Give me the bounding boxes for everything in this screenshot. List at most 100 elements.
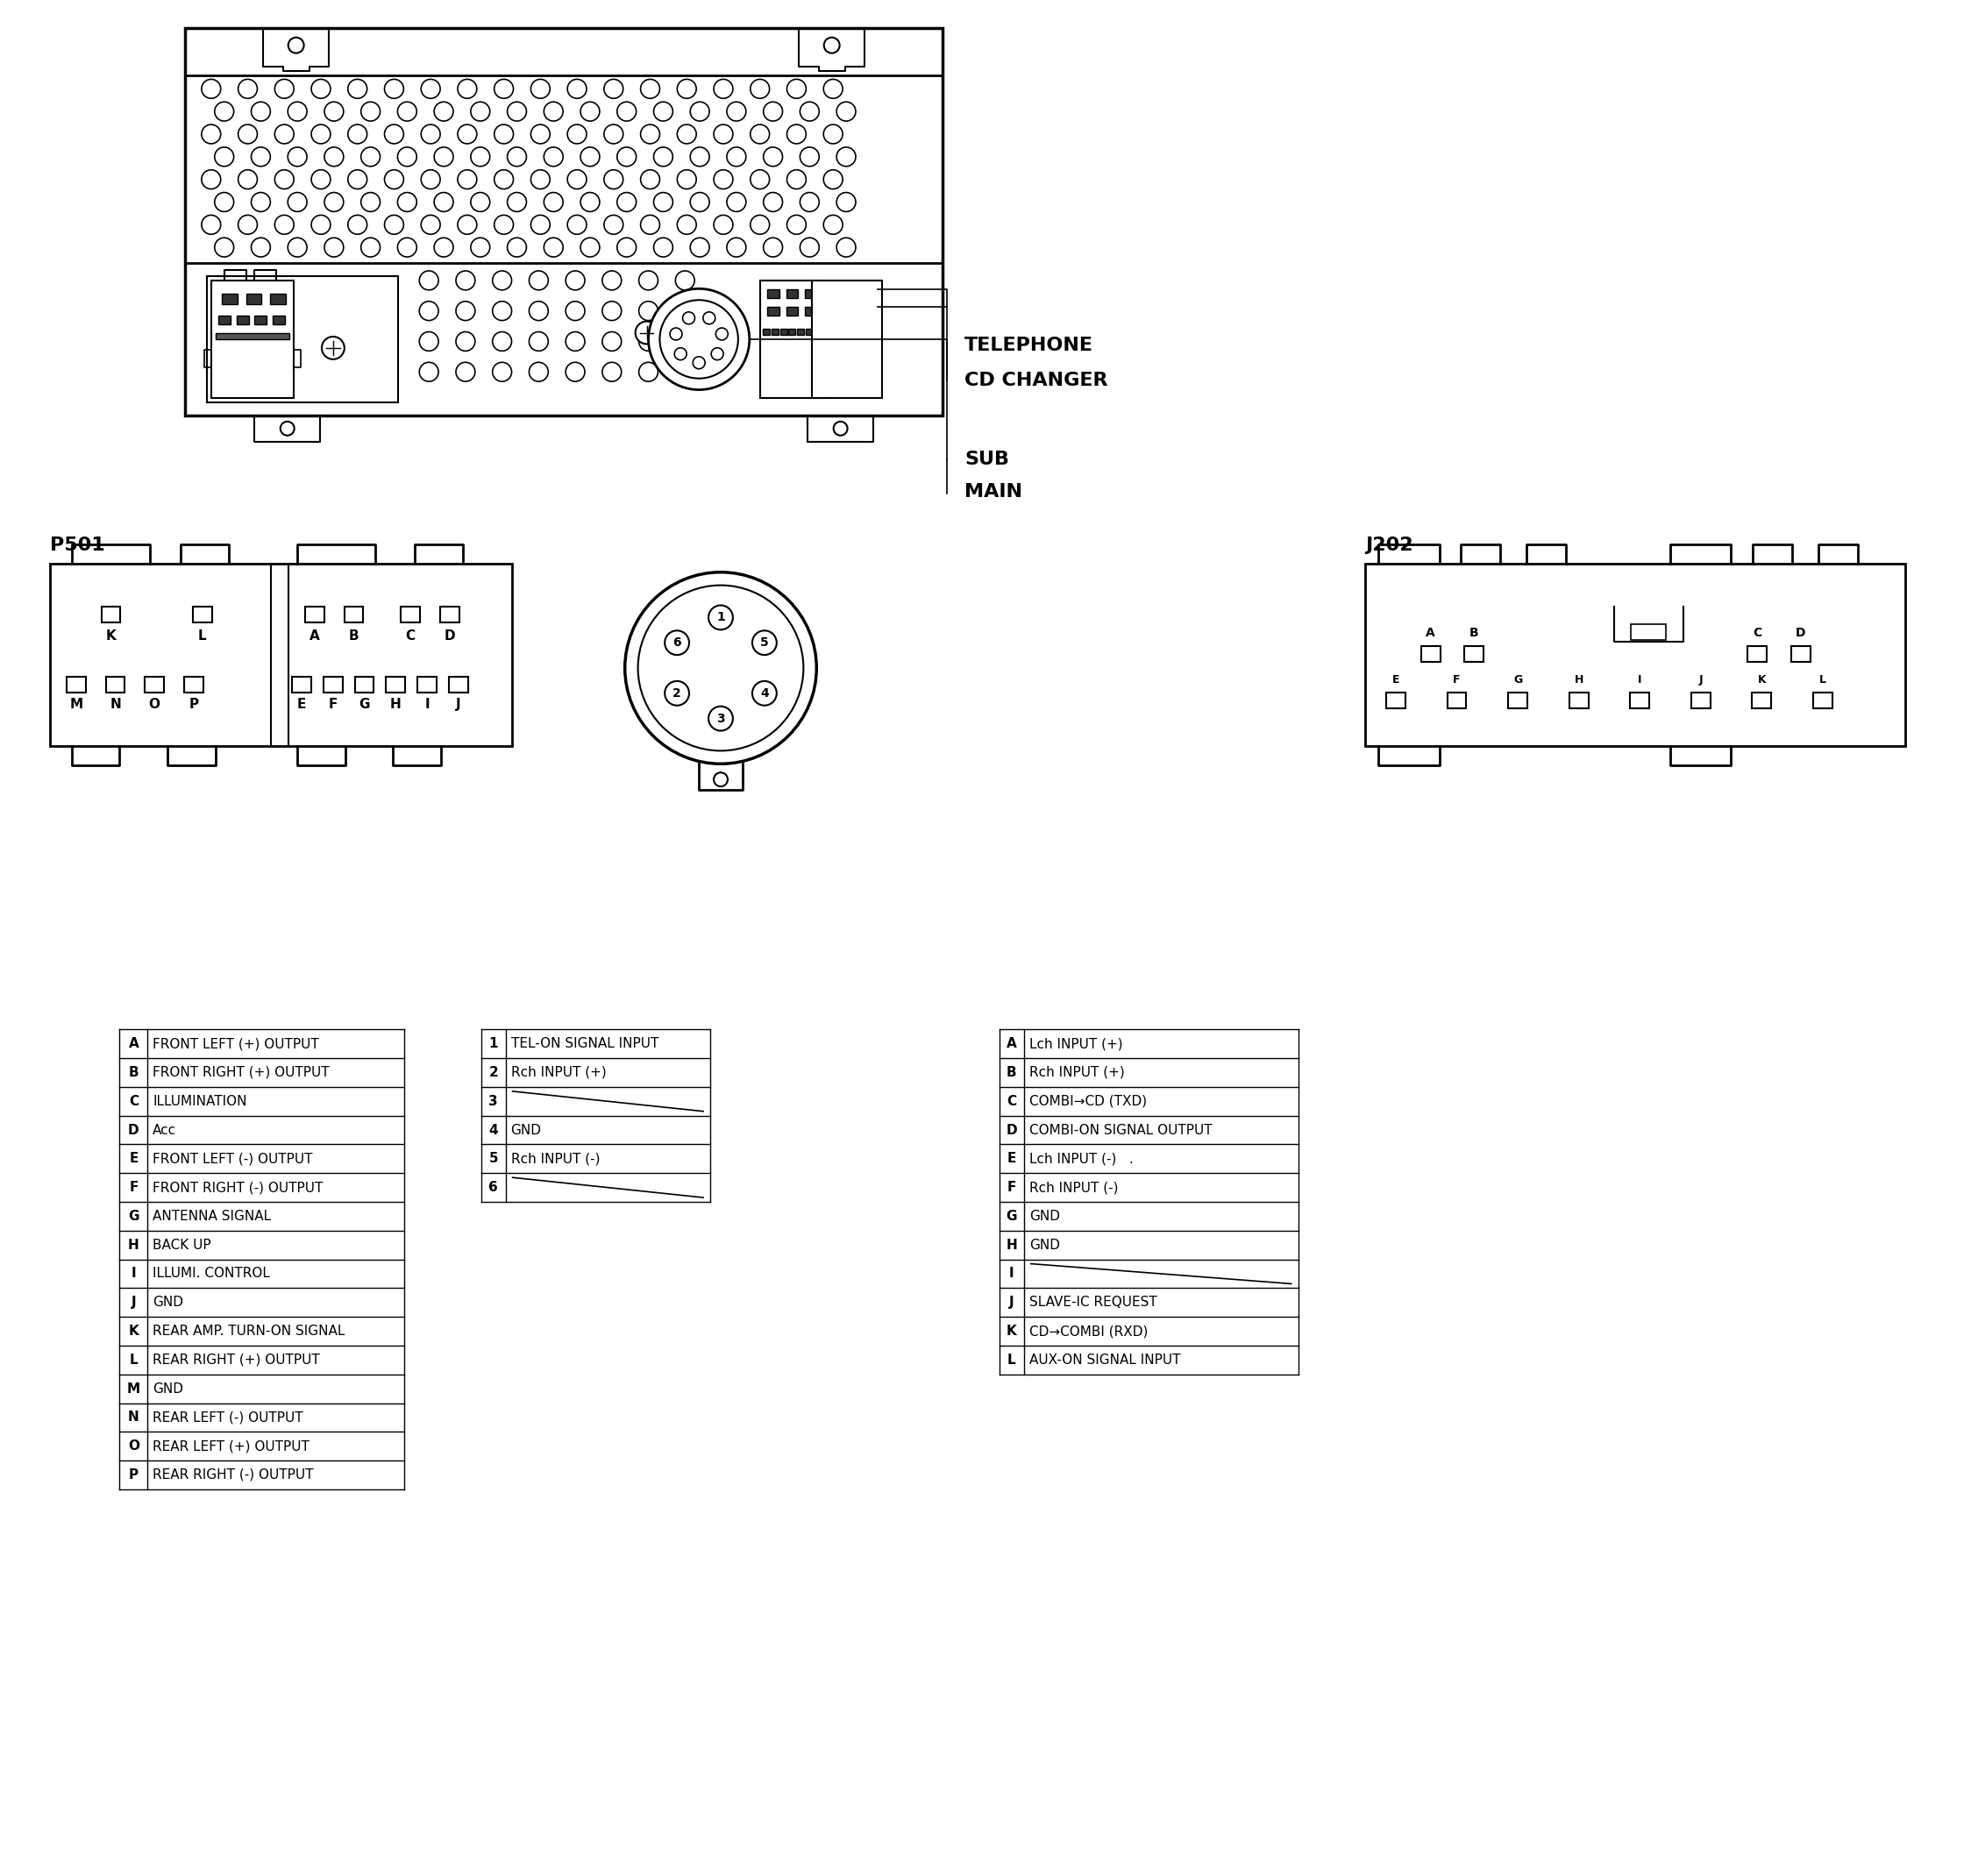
Circle shape — [433, 193, 453, 212]
Circle shape — [494, 79, 514, 98]
Bar — [222, 293, 237, 304]
Circle shape — [825, 317, 870, 362]
Circle shape — [799, 146, 819, 167]
Bar — [815, 328, 821, 336]
Circle shape — [787, 171, 807, 189]
Bar — [1387, 692, 1406, 707]
Text: B: B — [1470, 627, 1480, 640]
Bar — [1691, 692, 1711, 707]
Text: D: D — [1796, 627, 1806, 640]
Text: O: O — [148, 698, 160, 711]
Circle shape — [823, 171, 843, 189]
Circle shape — [750, 171, 769, 189]
Bar — [813, 280, 882, 398]
Bar — [271, 293, 287, 304]
Circle shape — [360, 101, 380, 122]
Text: I: I — [131, 1266, 136, 1279]
Circle shape — [566, 302, 585, 321]
Circle shape — [348, 171, 368, 189]
Text: 2: 2 — [673, 687, 680, 700]
Circle shape — [455, 362, 475, 381]
Text: REAR LEFT (-) OUTPUT: REAR LEFT (-) OUTPUT — [152, 1411, 303, 1424]
Text: 3: 3 — [716, 713, 724, 724]
Text: G: G — [129, 1210, 138, 1223]
Text: TEL-ON SIGNAL INPUT: TEL-ON SIGNAL INPUT — [510, 1037, 659, 1051]
Bar — [1814, 692, 1832, 707]
Circle shape — [528, 362, 548, 381]
Circle shape — [692, 356, 704, 370]
Circle shape — [601, 362, 621, 381]
Circle shape — [202, 216, 222, 234]
Circle shape — [674, 270, 694, 291]
Circle shape — [275, 124, 295, 144]
Circle shape — [493, 362, 512, 381]
Circle shape — [324, 101, 344, 122]
Circle shape — [348, 216, 368, 234]
Text: COMBI→CD (TXD): COMBI→CD (TXD) — [1029, 1096, 1147, 1109]
Text: Lch INPUT (+): Lch INPUT (+) — [1029, 1037, 1124, 1051]
Circle shape — [275, 171, 295, 189]
Text: A: A — [1007, 1037, 1017, 1051]
Circle shape — [398, 193, 417, 212]
Circle shape — [311, 79, 330, 98]
Text: H: H — [1007, 1238, 1017, 1251]
Circle shape — [639, 270, 659, 291]
Bar — [1753, 692, 1770, 707]
Circle shape — [603, 216, 623, 234]
Circle shape — [750, 79, 769, 98]
Circle shape — [421, 216, 441, 234]
Text: SUB: SUB — [965, 450, 1009, 467]
Text: K: K — [1756, 673, 1766, 685]
Bar — [273, 315, 285, 325]
Circle shape — [566, 362, 585, 381]
Circle shape — [764, 193, 783, 212]
Text: AUX-ON SIGNAL INPUT: AUX-ON SIGNAL INPUT — [1029, 1353, 1181, 1366]
Bar — [237, 315, 249, 325]
Text: G: G — [1007, 1210, 1017, 1223]
Bar — [218, 315, 229, 325]
Bar — [807, 328, 813, 336]
Circle shape — [202, 79, 222, 98]
Text: C: C — [129, 1096, 138, 1109]
Circle shape — [653, 193, 673, 212]
Text: H: H — [129, 1238, 138, 1251]
Circle shape — [601, 302, 621, 321]
Circle shape — [457, 79, 477, 98]
Text: 5: 5 — [489, 1152, 498, 1165]
Bar — [1792, 645, 1810, 662]
Circle shape — [214, 238, 233, 257]
Circle shape — [214, 193, 233, 212]
Text: CD CHANGER: CD CHANGER — [965, 371, 1108, 390]
Circle shape — [752, 630, 777, 655]
Circle shape — [676, 124, 696, 144]
Text: GND: GND — [510, 1124, 542, 1137]
Circle shape — [787, 124, 807, 144]
Circle shape — [360, 146, 380, 167]
Bar — [1569, 692, 1588, 707]
Circle shape — [287, 238, 307, 257]
Text: P: P — [129, 1469, 138, 1482]
Text: E: E — [129, 1152, 138, 1165]
Text: D: D — [129, 1124, 138, 1137]
Text: F: F — [129, 1182, 138, 1195]
Bar — [771, 328, 777, 336]
Text: FRONT LEFT (-) OUTPUT: FRONT LEFT (-) OUTPUT — [152, 1152, 313, 1165]
Text: A: A — [1426, 627, 1436, 640]
Text: ILLUMINATION: ILLUMINATION — [152, 1096, 247, 1109]
Circle shape — [708, 707, 734, 732]
Circle shape — [580, 193, 599, 212]
Circle shape — [348, 79, 368, 98]
Bar — [785, 289, 799, 298]
Circle shape — [506, 238, 526, 257]
Circle shape — [635, 321, 659, 343]
Circle shape — [617, 193, 637, 212]
Circle shape — [639, 362, 659, 381]
Bar — [49, 563, 512, 747]
Circle shape — [714, 216, 734, 234]
Text: 1: 1 — [716, 612, 726, 623]
Text: ILLUMI. CONTROL: ILLUMI. CONTROL — [152, 1266, 271, 1279]
Circle shape — [202, 124, 222, 144]
Circle shape — [674, 302, 694, 321]
Circle shape — [661, 300, 738, 379]
Bar — [789, 328, 795, 336]
